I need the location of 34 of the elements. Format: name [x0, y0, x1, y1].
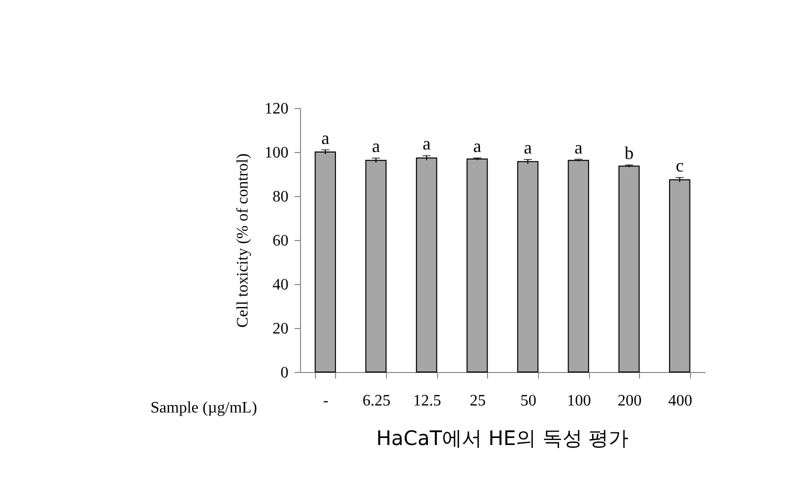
bar: [618, 166, 640, 372]
y-tick-label: 60: [272, 232, 288, 250]
x-tick-label: 6.25: [362, 392, 390, 410]
annotation: a: [524, 137, 532, 158]
annotation: a: [372, 136, 380, 156]
bar: [314, 152, 336, 372]
y-tick-label: 20: [272, 320, 288, 338]
bar: [466, 158, 488, 372]
bar: [517, 161, 538, 372]
bar: [669, 179, 690, 372]
y-tick-label: 0: [280, 364, 288, 382]
annotation: a: [574, 137, 582, 158]
x-axis-title: Sample (µg/mL): [150, 400, 258, 416]
x-tick-label: 400: [668, 392, 692, 410]
y-tick-label: 80: [272, 188, 288, 206]
y-tick-label: 40: [272, 276, 288, 294]
bar: [568, 160, 590, 372]
x-tick-label: 50: [520, 392, 536, 410]
annotation: a: [473, 136, 482, 156]
y-axis-title: Cell toxicity (% of control): [234, 153, 252, 328]
x-tick-label: 25: [470, 392, 486, 410]
annotation: a: [321, 128, 330, 148]
x-tick-label: 100: [566, 392, 591, 410]
y-tick-label: 100: [264, 144, 288, 162]
x-tick-label: -: [323, 392, 328, 410]
y-tick-label: 120: [264, 100, 288, 118]
x-tick-label: 200: [618, 392, 642, 410]
bar: [365, 160, 387, 372]
annotation: b: [624, 142, 634, 163]
text: HaCaT에서 HE의 독성 평가: [376, 426, 629, 450]
bar: [416, 157, 438, 372]
annotation: a: [422, 134, 431, 154]
annotation: c: [676, 156, 684, 176]
x-tick-label: 12.5: [413, 392, 442, 410]
